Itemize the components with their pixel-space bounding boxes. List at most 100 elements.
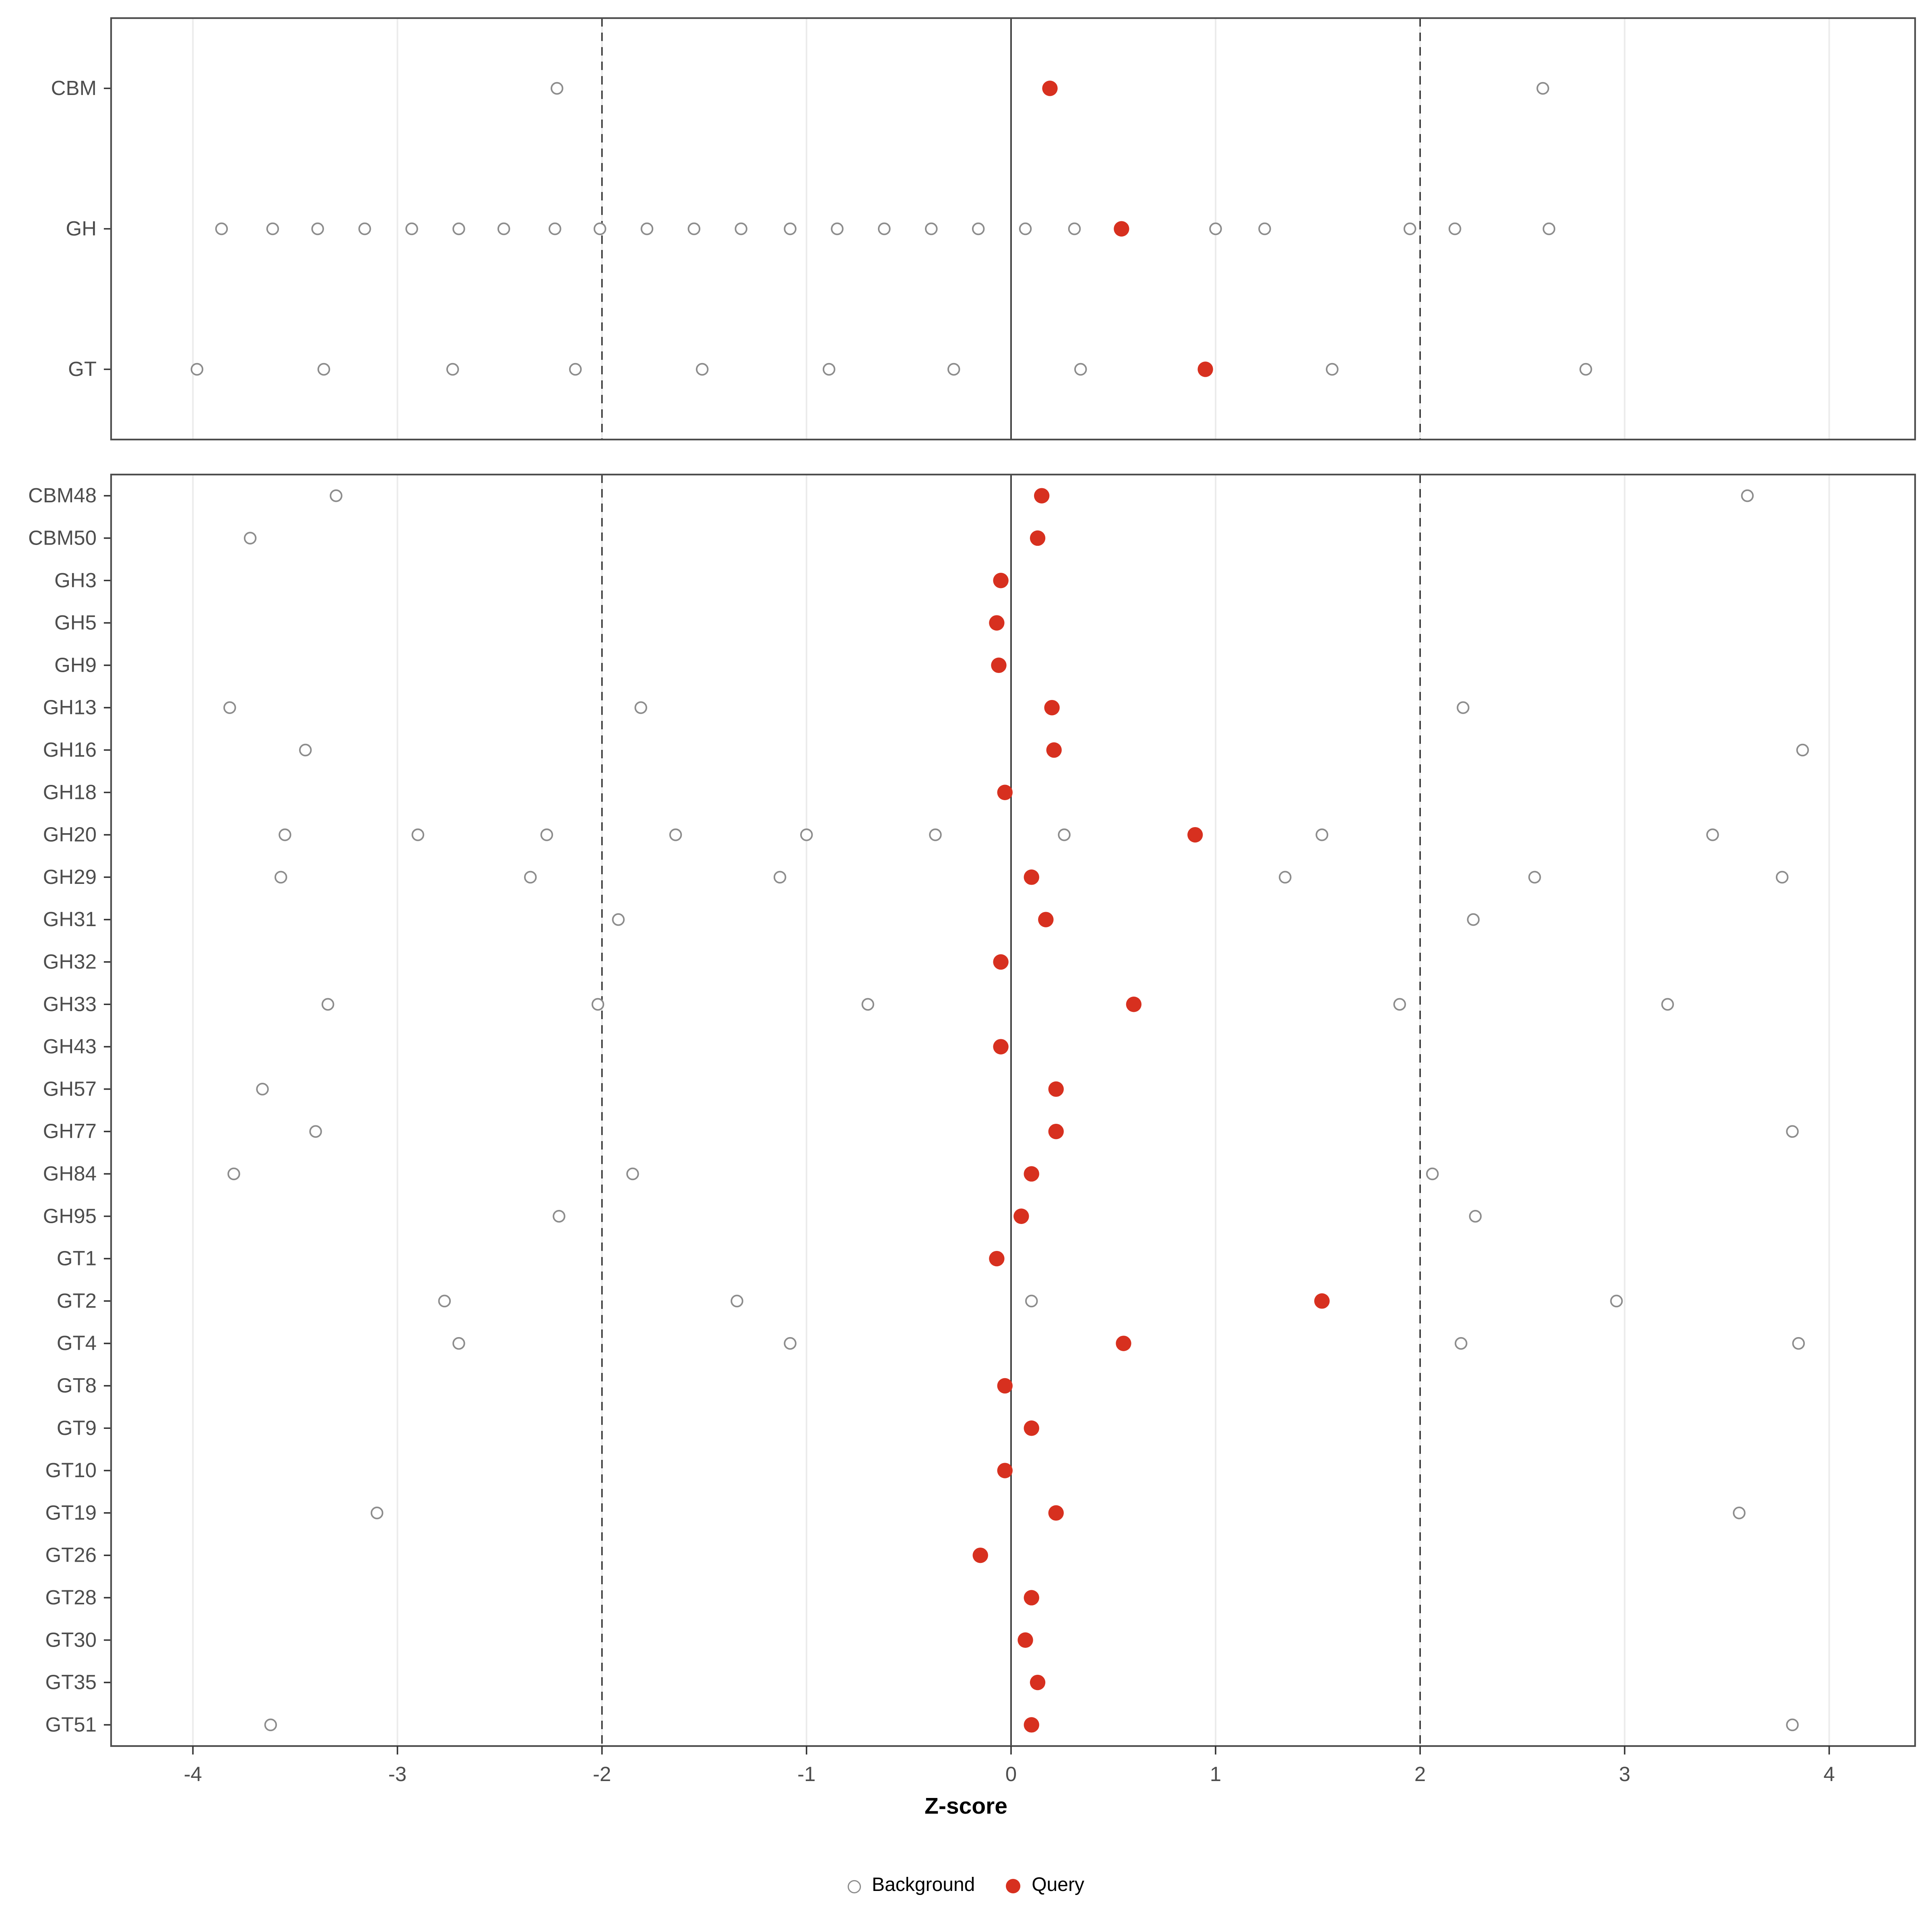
y-tick-label: GT [68,357,97,380]
query-point [1046,742,1062,758]
background-point [1455,1337,1468,1350]
y-tick-label: GH84 [43,1162,97,1185]
background-point [279,828,291,841]
query-point [972,1547,988,1563]
background-point [275,871,287,884]
y-tick-label: GT19 [45,1501,97,1524]
query-point [1024,1717,1039,1733]
background-point [861,998,874,1011]
y-tick-label: GT28 [45,1586,97,1609]
legend: Background Query [0,1875,1932,1897]
x-tick-label: 3 [1619,1763,1630,1785]
background-point [317,363,330,376]
y-tick-label: GT4 [57,1331,97,1354]
background-point [1786,1125,1799,1138]
background-point [1279,871,1292,884]
query-point [1042,80,1058,96]
query-point [1024,1420,1039,1436]
background-point [800,828,813,841]
background-point [438,1294,451,1308]
panel-border [110,17,1916,441]
background-point [1058,828,1071,841]
background-point [215,222,228,235]
x-tick-label: -4 [184,1763,202,1785]
query-point [993,573,1009,588]
query-point [1126,997,1142,1012]
background-point [190,363,204,376]
background-point [784,222,797,235]
background-point [1019,222,1032,235]
y-tick-label: CBM [51,76,97,99]
background-point [593,222,607,235]
y-tick-label: GT10 [45,1459,97,1482]
query-point [997,1463,1013,1478]
x-axis: -4 -3 -2 -1 0 1 2 3 4 [184,1746,1835,1785]
legend-label-query: Query [1032,1875,1084,1896]
query-point [1314,1293,1330,1309]
query-point [1116,1335,1131,1351]
background-point [330,489,343,502]
background-point [1792,1337,1805,1350]
background-point [784,1337,797,1350]
y-tick-label: GT35 [45,1671,97,1694]
x-axis-title: Z-score [925,1794,1007,1820]
background-point [311,222,324,235]
y-tick-label: GT2 [57,1289,97,1312]
query-point [989,615,1005,631]
query-point [997,1378,1013,1394]
background-point [223,701,236,714]
background-point [640,222,654,235]
background-point [405,222,418,235]
background-point [1786,1718,1799,1732]
y-tick-label: GH18 [43,780,97,803]
background-point [1610,1294,1623,1308]
background-point [1536,82,1549,95]
x-tick-label: -1 [797,1763,815,1785]
background-point [244,532,257,545]
query-point [1197,361,1213,377]
background-point [773,871,786,884]
legend-item-background: Background [848,1875,975,1897]
query-point [1030,1674,1046,1690]
panel-border [110,473,1916,1747]
background-point [929,828,942,841]
background-point [1393,998,1406,1011]
y-tick-label: GT51 [45,1713,97,1736]
y-tick-label: GH29 [43,865,97,888]
y-tick-label: GH9 [54,653,97,676]
background-point [878,222,891,235]
background-point [411,828,424,841]
query-point [1018,1632,1033,1648]
background-point [947,363,960,376]
background-point [1068,222,1081,235]
background-point [972,222,985,235]
query-point [1024,869,1039,885]
y-tick-label: GT1 [57,1247,97,1270]
background-point [452,222,465,235]
background-point [569,363,582,376]
background-point [1706,828,1719,841]
query-point [1048,1081,1064,1097]
background-point [309,1125,322,1138]
background-point [1074,363,1087,376]
query-point [1187,827,1203,843]
background-point [1209,222,1222,235]
background-point [925,222,938,235]
background-point [452,1337,465,1350]
background-point [669,828,682,841]
y-tick-label: CBM50 [28,526,97,549]
background-point [1733,1507,1746,1519]
background-point [1741,489,1754,502]
background-point [370,1507,384,1519]
query-point [1044,700,1060,716]
y-tick-label: CBM48 [28,484,97,507]
query-point [989,1251,1005,1267]
background-point [1579,363,1592,376]
y-tick-label: GT8 [57,1374,97,1397]
background-point [1467,913,1480,926]
legend-item-query: Query [1006,1875,1084,1897]
query-point [1034,488,1050,504]
query-point [997,784,1013,800]
